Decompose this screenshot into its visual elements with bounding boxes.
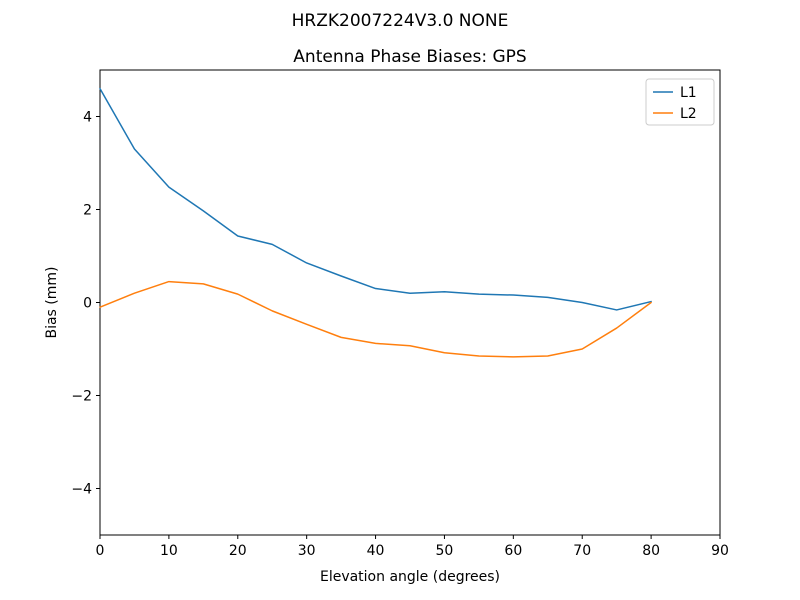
- y-axis-label: Bias (mm): [44, 266, 60, 338]
- x-tick-label: 90: [711, 543, 729, 559]
- y-tick-label: 4: [83, 110, 92, 126]
- x-tick-label: 60: [504, 543, 522, 559]
- x-tick-label: 70: [573, 543, 591, 559]
- x-tick-label: 80: [642, 543, 660, 559]
- y-tick-label: 0: [83, 296, 92, 312]
- x-tick-label: 50: [436, 543, 454, 559]
- plot-border: [99, 69, 721, 536]
- axes-title: Antenna Phase Biases: GPS: [293, 47, 526, 67]
- y-tick-label: −4: [71, 482, 92, 498]
- x-tick-label: 0: [96, 543, 105, 559]
- line-L2: [99, 280, 652, 358]
- legend-label-L2: L2: [680, 106, 697, 122]
- line-L1: [99, 87, 652, 311]
- x-tick-label: 30: [298, 543, 316, 559]
- y-tick-label: −2: [71, 389, 92, 405]
- legend-label-L1: L1: [680, 85, 697, 101]
- x-tick-label: 10: [160, 543, 178, 559]
- y-tick-label: 2: [83, 203, 92, 219]
- x-tick-label: 40: [367, 543, 385, 559]
- x-axis-label: Elevation angle (degrees): [320, 569, 500, 585]
- figure-suptitle: HRZK2007224V3.0 NONE: [292, 11, 509, 31]
- x-tick-label: 20: [229, 543, 247, 559]
